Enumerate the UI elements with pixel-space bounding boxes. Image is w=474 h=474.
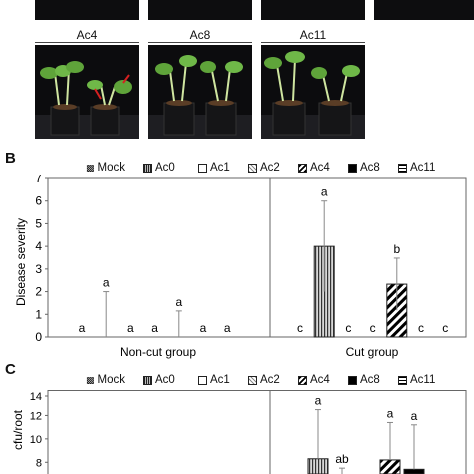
chart-b-ytick-label: 5 — [35, 216, 42, 230]
chart-b-axes: 0 1 2 3 4 5 6 7 — [35, 175, 467, 344]
photo-top-3 — [261, 0, 365, 20]
chart-c-axes: 8 10 12 14 — [30, 390, 467, 474]
chart-b-ytick-label: 0 — [35, 330, 42, 344]
legend-swatch-ac11 — [398, 375, 407, 385]
photo-label-rule — [148, 42, 252, 43]
legend-swatch-ac1 — [198, 163, 207, 173]
photo-ac8 — [148, 45, 252, 139]
legend-b: ▩ Mock Ac0 Ac1 Ac2 Ac4 Ac8 Ac11 — [86, 162, 466, 176]
chart-b-letter: c — [297, 321, 303, 335]
chart-c-ytick-label: 8 — [36, 457, 42, 469]
chart-b-letter: b — [393, 242, 400, 256]
photo-ac4 — [35, 45, 139, 139]
chart-b-letter: a — [224, 321, 231, 335]
legend-swatch-ac2 — [248, 163, 257, 173]
photo-top-4 — [374, 0, 474, 20]
legend-item-ac0: Ac0 — [143, 162, 175, 174]
legend-item-ac11: Ac11 — [398, 374, 435, 386]
chart-b-letter: a — [79, 321, 86, 335]
legend-item-ac8: Ac8 — [348, 162, 380, 174]
chart-b-letter: c — [345, 321, 351, 335]
chart-b-letter: a — [127, 321, 134, 335]
photo-label-ac4: Ac4 — [76, 28, 98, 42]
legend-item-mock: ▩ Mock — [86, 374, 125, 386]
seedling-photo-strip: Ac4 Ac8 Ac11 — [0, 0, 474, 148]
chart-b-bars — [103, 200, 408, 338]
cfu-root-chart: 8 10 12 14 a ab a a cfu/root — [11, 390, 467, 474]
legend-item-ac4: Ac4 — [298, 162, 330, 174]
legend-item-ac2: Ac2 — [248, 162, 280, 174]
chart-c-ytick-label: 14 — [30, 391, 42, 403]
chart-c-ylabel: cfu/root — [11, 409, 25, 450]
chart-c-ytick-label: 12 — [30, 410, 42, 422]
disease-severity-chart: 0 1 2 3 4 5 6 7 a c a a a c a c a b a c a c Disease severity… — [14, 175, 467, 359]
chart-c-bars — [307, 409, 425, 474]
legend-item-ac0: Ac0 — [143, 374, 175, 386]
chart-b-ytick-label: 3 — [35, 262, 42, 276]
chart-b-letter: a — [103, 276, 110, 290]
chart-b-ytick-label: 7 — [35, 175, 42, 185]
legend-swatch-ac4 — [298, 163, 307, 173]
chart-b-ytick-label: 2 — [35, 285, 42, 299]
legend-swatch-ac11 — [398, 163, 407, 173]
legend-item-ac11: Ac11 — [398, 162, 435, 174]
legend-swatch-mock: ▩ — [86, 374, 95, 385]
legend-swatch-ac8 — [348, 163, 357, 173]
legend-item-ac1: Ac1 — [198, 374, 230, 386]
chart-c-bar — [307, 458, 329, 474]
chart-b-ytick-label: 4 — [35, 239, 42, 253]
legend-item-ac4: Ac4 — [298, 374, 330, 386]
panel-letter-b: B — [5, 150, 16, 167]
chart-c-letter: a — [387, 406, 394, 420]
legend-swatch-ac2 — [248, 375, 257, 385]
chart-b-labels: a c a a a c a c a b a c a c — [79, 185, 449, 335]
legend-item-ac1: Ac1 — [198, 162, 230, 174]
chart-b-letter: a — [175, 295, 182, 309]
chart-b-ytick-label: 6 — [35, 194, 42, 208]
photo-label-rule — [35, 42, 139, 43]
chart-b-letter: c — [370, 321, 376, 335]
chart-c-letter: a — [411, 409, 418, 423]
chart-b-group-cut: Cut group — [346, 345, 399, 359]
photo-label-ac8: Ac8 — [189, 28, 211, 42]
legend-swatch-ac0 — [143, 163, 152, 173]
chart-c-letter: a — [315, 394, 322, 408]
legend-swatch-ac0 — [143, 375, 152, 385]
chart-b-letter: c — [418, 321, 424, 335]
chart-c-ytick-label: 10 — [30, 434, 42, 446]
photo-label-rule — [261, 42, 365, 43]
legend-item-ac2: Ac2 — [248, 374, 280, 386]
legend-item-ac8: Ac8 — [348, 374, 380, 386]
chart-b-ytick-label: 1 — [35, 307, 42, 321]
chart-c-bar — [379, 459, 401, 474]
chart-b-group-noncut: Non-cut group — [120, 345, 196, 359]
chart-c-bar — [403, 468, 425, 474]
chart-c-letter: ab — [335, 452, 349, 466]
legend-swatch-ac1 — [198, 375, 207, 385]
photo-ac11 — [261, 45, 365, 139]
photo-top-2 — [148, 0, 252, 20]
legend-c: ▩ Mock Ac0 Ac1 Ac2 Ac4 Ac8 Ac11 — [86, 374, 466, 388]
chart-b-letter: a — [321, 185, 328, 199]
photo-label-ac11: Ac11 — [299, 28, 327, 42]
chart-b-frame — [47, 177, 467, 338]
chart-c-labels: a ab a a — [315, 394, 418, 467]
chart-b-letter: a — [151, 321, 158, 335]
chart-b-letter: a — [200, 321, 207, 335]
legend-swatch-mock: ▩ — [86, 162, 95, 173]
legend-item-mock: ▩ Mock — [86, 162, 125, 174]
chart-b-letter: c — [442, 321, 448, 335]
legend-swatch-ac4 — [298, 375, 307, 385]
photo-top-1 — [35, 0, 139, 20]
legend-swatch-ac8 — [348, 375, 357, 385]
panel-letter-c: C — [5, 361, 16, 378]
chart-b-ylabel: Disease severity — [14, 218, 28, 306]
